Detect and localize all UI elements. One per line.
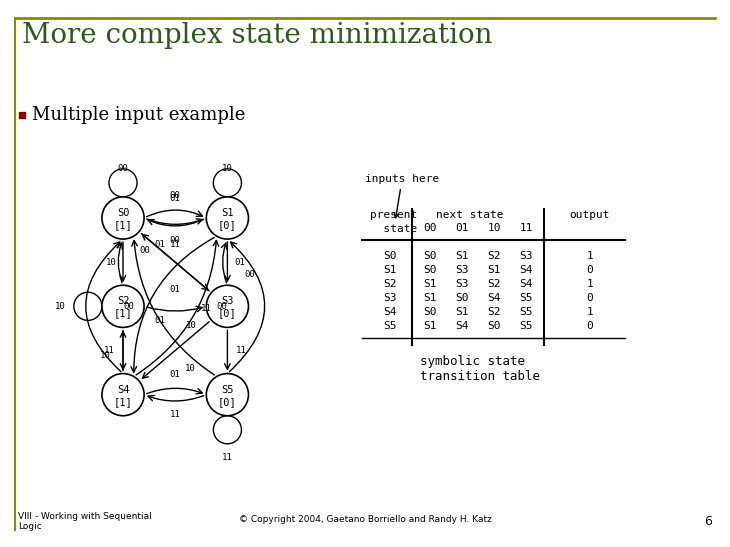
Text: 00: 00 — [423, 223, 437, 233]
Text: 1: 1 — [587, 251, 593, 261]
Text: 1: 1 — [587, 307, 593, 317]
Text: S2: S2 — [487, 307, 501, 317]
Text: S4: S4 — [117, 385, 129, 394]
Text: 00: 00 — [217, 302, 227, 311]
Text: 00: 00 — [118, 164, 128, 173]
Text: 00: 00 — [244, 270, 255, 279]
Text: 01: 01 — [170, 194, 180, 203]
Text: S5: S5 — [519, 293, 533, 303]
Text: 0: 0 — [587, 293, 593, 303]
Text: S1: S1 — [423, 293, 437, 303]
Text: S4: S4 — [519, 265, 533, 275]
Text: [1]: [1] — [114, 397, 132, 406]
Text: S0: S0 — [456, 293, 469, 303]
Text: 0: 0 — [587, 265, 593, 275]
Text: 11: 11 — [201, 305, 212, 313]
Text: 01: 01 — [155, 240, 166, 248]
Text: present: present — [370, 210, 418, 220]
Text: S2: S2 — [487, 251, 501, 261]
Text: S3: S3 — [383, 293, 396, 303]
Text: [0]: [0] — [218, 397, 237, 406]
Text: S3: S3 — [456, 279, 469, 289]
Text: S3: S3 — [221, 296, 234, 306]
Text: S0: S0 — [423, 251, 437, 261]
Text: S0: S0 — [117, 208, 129, 218]
Text: 10: 10 — [222, 164, 233, 173]
Text: S0: S0 — [423, 265, 437, 275]
Text: 11: 11 — [170, 240, 180, 248]
Text: © Copyright 2004, Gaetano Borriello and Randy H. Katz: © Copyright 2004, Gaetano Borriello and … — [239, 515, 491, 524]
Text: 6: 6 — [704, 515, 712, 528]
Text: 10: 10 — [55, 302, 65, 311]
Circle shape — [102, 374, 144, 416]
Text: [1]: [1] — [114, 309, 132, 318]
Text: symbolic state
transition table: symbolic state transition table — [420, 355, 540, 383]
Text: output: output — [569, 210, 610, 220]
Text: 10: 10 — [185, 364, 196, 373]
Text: 11: 11 — [170, 410, 180, 419]
Text: [0]: [0] — [218, 309, 237, 318]
Text: S5: S5 — [519, 307, 533, 317]
Text: VIII - Working with Sequential
Logic: VIII - Working with Sequential Logic — [18, 512, 152, 531]
Text: 01: 01 — [456, 223, 469, 233]
Circle shape — [207, 285, 248, 328]
Text: S1: S1 — [456, 251, 469, 261]
Text: 01: 01 — [234, 258, 245, 266]
Text: 01: 01 — [154, 316, 165, 324]
Text: More complex state minimization: More complex state minimization — [22, 22, 493, 49]
Text: 10: 10 — [487, 223, 501, 233]
Circle shape — [207, 197, 248, 239]
Text: S5: S5 — [519, 321, 533, 331]
Text: S4: S4 — [487, 293, 501, 303]
Text: 00: 00 — [123, 302, 134, 311]
Text: S0: S0 — [487, 321, 501, 331]
Text: state: state — [370, 224, 418, 234]
Text: S0: S0 — [423, 307, 437, 317]
Text: S4: S4 — [383, 307, 396, 317]
Text: S1: S1 — [423, 321, 437, 331]
Circle shape — [207, 374, 248, 416]
Text: S5: S5 — [221, 385, 234, 394]
Text: 10: 10 — [99, 351, 110, 360]
Text: S1: S1 — [383, 265, 396, 275]
Text: S2: S2 — [487, 279, 501, 289]
Text: 00: 00 — [170, 236, 180, 245]
Text: S1: S1 — [221, 208, 234, 218]
Text: S1: S1 — [456, 307, 469, 317]
Text: S4: S4 — [456, 321, 469, 331]
Circle shape — [102, 197, 144, 239]
Text: [1]: [1] — [114, 220, 132, 230]
Text: 00: 00 — [139, 246, 150, 254]
Text: 01: 01 — [170, 370, 180, 379]
Text: S3: S3 — [519, 251, 533, 261]
Text: S3: S3 — [456, 265, 469, 275]
Text: Multiple input example: Multiple input example — [32, 106, 245, 124]
Text: 11: 11 — [236, 346, 247, 355]
Text: S1: S1 — [423, 279, 437, 289]
Circle shape — [102, 285, 144, 328]
Text: 11: 11 — [222, 453, 233, 462]
Text: 1: 1 — [587, 279, 593, 289]
Text: inputs here: inputs here — [365, 174, 439, 218]
Text: S4: S4 — [519, 279, 533, 289]
Text: next state: next state — [437, 210, 504, 220]
Text: 10: 10 — [106, 258, 116, 266]
Text: 11: 11 — [519, 223, 533, 233]
Text: 10: 10 — [185, 321, 196, 329]
Text: S1: S1 — [487, 265, 501, 275]
Text: S2: S2 — [117, 296, 129, 306]
Text: S0: S0 — [383, 251, 396, 261]
Text: 00: 00 — [170, 191, 180, 200]
Text: 0: 0 — [587, 321, 593, 331]
Text: S2: S2 — [383, 279, 396, 289]
Text: S5: S5 — [383, 321, 396, 331]
Text: [0]: [0] — [218, 220, 237, 230]
Text: 11: 11 — [104, 346, 115, 355]
Text: 01: 01 — [170, 285, 180, 294]
